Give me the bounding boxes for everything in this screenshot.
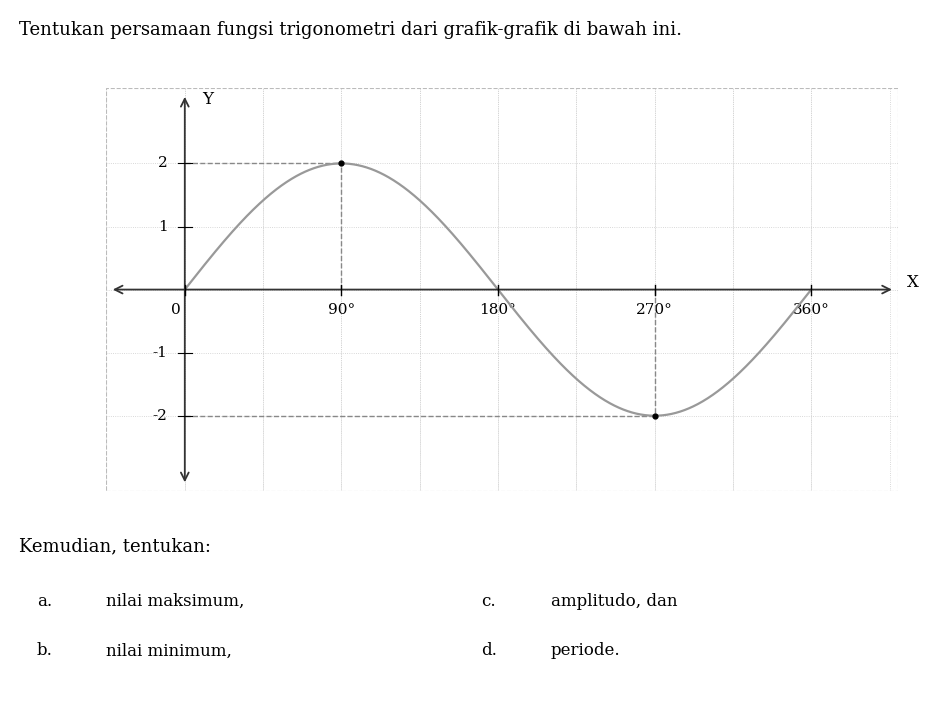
- Text: 360°: 360°: [793, 303, 830, 317]
- Text: Tentukan persamaan fungsi trigonometri dari grafik-grafik di bawah ini.: Tentukan persamaan fungsi trigonometri d…: [19, 21, 682, 39]
- Text: 2: 2: [157, 157, 168, 171]
- Text: c.: c.: [482, 593, 496, 610]
- Text: 270°: 270°: [636, 303, 673, 317]
- Text: amplitudo, dan: amplitudo, dan: [551, 593, 678, 610]
- Text: -2: -2: [153, 409, 168, 423]
- Text: nilai maksimum,: nilai maksimum,: [106, 593, 244, 610]
- Text: Kemudian, tentukan:: Kemudian, tentukan:: [19, 537, 210, 555]
- Text: nilai minimum,: nilai minimum,: [106, 642, 232, 659]
- Text: 90°: 90°: [328, 303, 355, 317]
- Text: 0: 0: [171, 303, 181, 317]
- Text: Y: Y: [202, 91, 213, 108]
- Text: 1: 1: [157, 220, 168, 234]
- Text: a.: a.: [37, 593, 52, 610]
- Text: d.: d.: [482, 642, 497, 659]
- Text: -1: -1: [153, 345, 168, 359]
- Text: b.: b.: [37, 642, 53, 659]
- Text: X: X: [907, 274, 919, 291]
- Text: periode.: periode.: [551, 642, 620, 659]
- Text: 180°: 180°: [480, 303, 517, 317]
